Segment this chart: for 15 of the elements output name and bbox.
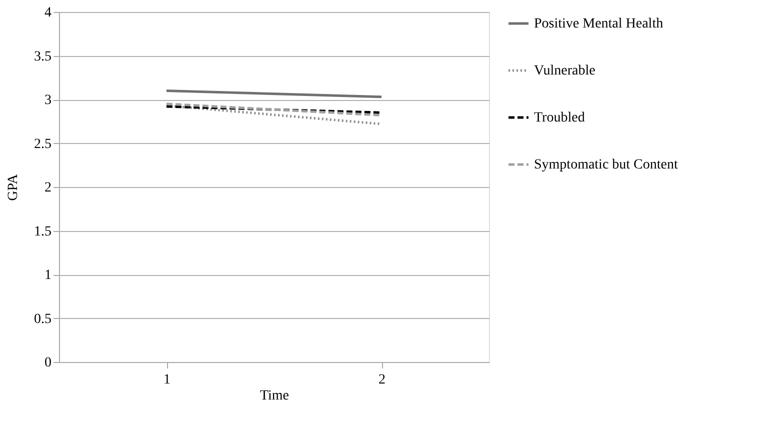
y-axis-title: GPA [6,173,21,201]
y-tick-label: 1.5 [34,224,52,240]
x-axis-title: Time [260,388,290,404]
y-tick-label: 1 [44,268,52,283]
y-tick-label: 0 [44,356,52,370]
y-tick-label: 2.5 [34,136,52,152]
y-tick-label: 3.5 [34,49,52,64]
legend-label: Symptomatic but Content [534,158,678,172]
legend-label: Vulnerable [534,64,596,78]
y-tick-label: 2 [44,180,52,196]
legend-label: Positive Mental Health [534,16,664,32]
legend-label: Troubled [534,110,585,126]
y-tick-label: 0.5 [34,312,52,327]
y-tick-label: 3 [44,93,52,108]
y-tick-label: 4 [44,6,52,20]
